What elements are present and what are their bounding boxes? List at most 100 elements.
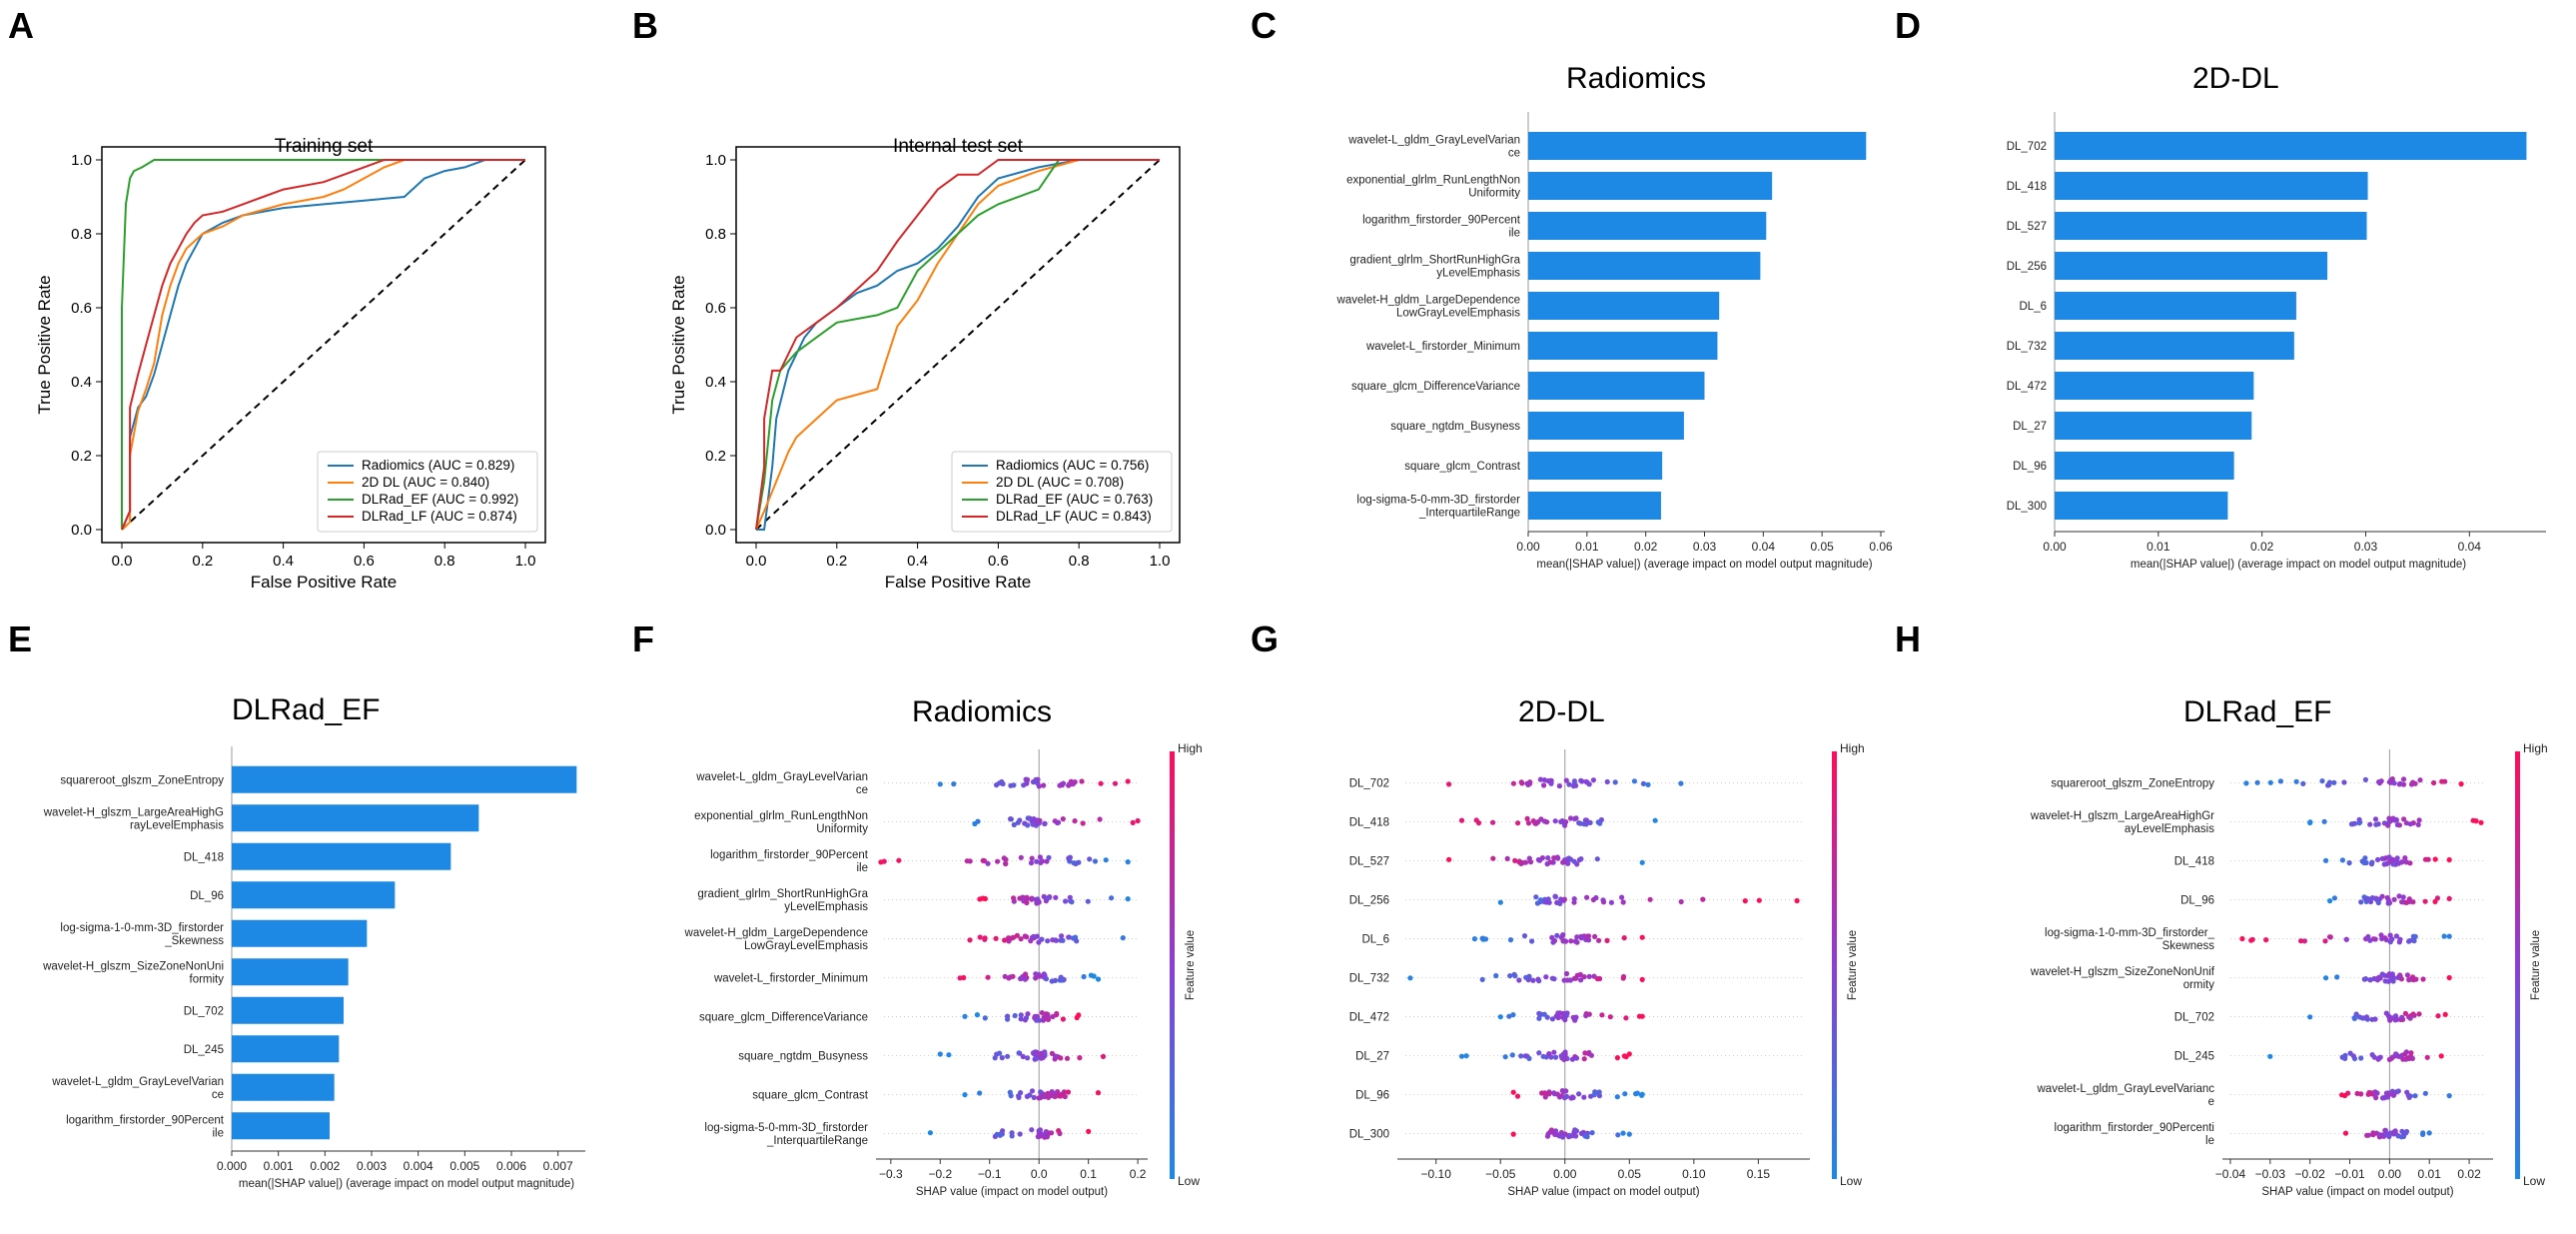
swarm-g-dot	[1533, 894, 1539, 900]
swarm-f-dot	[1036, 1095, 1042, 1101]
swarm-g-dot	[1592, 933, 1598, 940]
swarm-g-dot	[1555, 1014, 1561, 1021]
swarm-f-dot	[1109, 895, 1115, 901]
swarm-g-dot	[1583, 933, 1589, 939]
bar-c-bar-1	[1528, 172, 1773, 200]
swarm-h-dot	[2358, 899, 2364, 905]
bar-c-bar-9	[1528, 492, 1661, 520]
swarm-h-dot	[2438, 1053, 2444, 1059]
swarm-f-dot	[961, 974, 967, 981]
swarm-f-dot	[1037, 817, 1043, 824]
swarm-f-dot	[1005, 1013, 1011, 1019]
bar-e-xtick-label: 0.004	[404, 1159, 433, 1173]
swarm-g-dot	[1558, 818, 1564, 825]
swarm-h-colorbar	[2515, 751, 2520, 1179]
bar-c-feature-label-0: wavelet-L_gldm_GrayLevelVarian ce	[1347, 135, 1520, 160]
swarm-g-dot	[1596, 1089, 1602, 1095]
swarm-f-dot	[1056, 819, 1062, 825]
swarm-h-dot	[2350, 821, 2356, 827]
roc-a-legend-label-0: Radiomics (AUC = 0.829)	[362, 458, 514, 473]
swarm-f-dot	[1060, 1016, 1066, 1022]
swarm-g-dot	[1582, 817, 1588, 823]
swarm-h-dot	[2277, 778, 2283, 784]
swarm-h-dot	[2432, 856, 2438, 862]
bar-d-feature-label-9: DL_300	[2007, 501, 2047, 513]
roc-a-legend-label-2: DLRad_EF (AUC = 0.992)	[362, 492, 518, 507]
roc-a-legend-label-1: 2D DL (AUC = 0.840)	[362, 475, 489, 490]
swarm-h-dot	[2399, 1014, 2405, 1020]
swarm-f-dot	[962, 1013, 968, 1019]
swarm-f-dot	[1002, 937, 1008, 943]
swarm-h-dot	[2366, 1091, 2372, 1097]
swarm-f-dot	[1003, 860, 1009, 867]
swarm-h-dot	[2397, 936, 2403, 942]
swarm-g-dot	[1621, 935, 1627, 941]
swarm-g-dot	[1512, 973, 1518, 979]
swarm-g-dot	[1446, 856, 1452, 862]
swarm-f-dot	[1008, 816, 1014, 822]
swarm-h-dot	[2267, 1053, 2273, 1059]
swarm-h-dot	[2334, 974, 2340, 980]
roc-a-ytick-label: 0.0	[71, 522, 92, 539]
swarm-h-dot	[2372, 816, 2379, 822]
roc-b-legend-label-2: DLRad_EF (AUC = 0.763)	[996, 492, 1153, 507]
roc-b-ytick-label: 0.8	[705, 226, 726, 243]
swarm-g-dot	[1652, 817, 1658, 823]
roc-a-series-1	[121, 159, 525, 531]
swarm-h-dot	[2393, 1089, 2399, 1095]
swarm-f-dot	[1034, 1049, 1040, 1055]
swarm-f-dot	[1042, 820, 1048, 827]
swarm-g-dot	[1560, 938, 1566, 944]
swarm-g-dot	[1563, 819, 1569, 825]
bar-d-xtick-label: 0.02	[2250, 540, 2274, 554]
swarm-f-dot	[1016, 1094, 1022, 1100]
swarm-h-dot	[2400, 776, 2407, 782]
roc-b-ytick-label: 0.6	[705, 300, 726, 317]
bar-d-feature-label-3: DL_256	[2007, 261, 2047, 273]
swarm-h-dot	[2396, 893, 2402, 899]
swarm-h-dot	[2381, 1133, 2387, 1139]
swarm-f-dot	[1065, 1089, 1072, 1095]
swarm-f-dot	[1074, 938, 1080, 944]
swarm-f-dot	[1045, 895, 1051, 901]
swarm-g-dot	[1523, 974, 1529, 980]
swarm-f-dot	[1024, 934, 1030, 940]
swarm-f-dot	[1072, 779, 1078, 785]
swarm-f-dot	[1039, 858, 1046, 864]
swarm-f-dot	[1034, 933, 1040, 939]
swarm-h-dot	[2243, 780, 2249, 786]
swarm-g-dot	[1586, 973, 1592, 980]
roc-b-ylabel: True Positive Rate	[669, 275, 688, 414]
swarm-g-dot	[1530, 977, 1536, 983]
swarm-h-dot	[2393, 933, 2399, 939]
bar-e-feature-label-8: wavelet-L_gldm_GrayLevelVarian ce	[51, 1076, 224, 1101]
bar-d-feature-label-4: DL_6	[2020, 301, 2048, 313]
swarm-g-dot	[1551, 1049, 1557, 1055]
swarm-h-dot	[2415, 821, 2421, 828]
bar-c-bar-7	[1528, 412, 1684, 440]
swarm-f-dot	[1098, 780, 1104, 786]
swarm-h-dot	[2406, 896, 2412, 902]
swarm-g-dot	[1552, 1054, 1559, 1060]
swarm-f-xtick-label: −0.1	[978, 1167, 1002, 1181]
swarm-h-dot	[2403, 899, 2409, 906]
bar-e-xtick-label: 0.002	[310, 1159, 340, 1173]
swarm-f-dot	[1061, 976, 1067, 983]
swarm-g-dot	[1561, 896, 1567, 902]
swarm-f-dot	[1031, 1094, 1037, 1100]
bar-d-xtick-label: 0.04	[2458, 540, 2482, 554]
swarm-g-dot	[1566, 855, 1572, 861]
roc-a-xtick-label: 0.6	[354, 553, 375, 570]
bar-c-bar-5	[1528, 332, 1718, 360]
swarm-g-dot	[1639, 1092, 1645, 1098]
swarm-g-dot	[1626, 1131, 1632, 1137]
swarm-g-dot	[1639, 859, 1645, 865]
bar-c-xtick-label: 0.01	[1575, 540, 1599, 554]
swarm-f-dot	[1130, 819, 1136, 826]
swarm-g-title: 2D-DL	[1518, 695, 1605, 728]
swarm-g-dot	[1541, 782, 1547, 788]
bar-e-bar-3	[232, 881, 396, 909]
swarm-f-dot	[1067, 854, 1073, 860]
swarm-h-dot	[2399, 859, 2405, 865]
